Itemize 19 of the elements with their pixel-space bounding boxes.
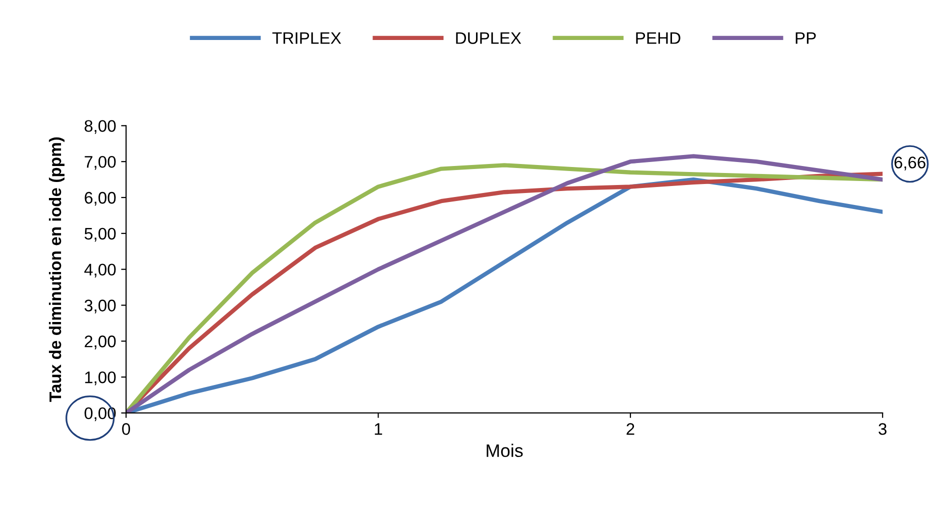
- annotation: 6,66: [894, 156, 926, 170]
- x-tick-label: 2: [626, 423, 634, 435]
- x-tick-label: 0: [122, 423, 130, 435]
- y-axis-title: Taux de diminution en iode (ppm): [48, 137, 64, 402]
- legend-label: DUPLEX: [456, 32, 522, 44]
- x-axis-title: Mois: [486, 444, 523, 458]
- y-tick-label: 3,00: [84, 300, 116, 314]
- y-tick-label: 5,00: [84, 228, 116, 242]
- y-tick-label: 1,00: [85, 371, 116, 386]
- y-tick-label: 6,00: [84, 192, 116, 206]
- y-tick-label: 2,00: [84, 336, 116, 350]
- legend-label: TRIPLEX: [272, 32, 342, 44]
- legend-label: PP: [796, 32, 816, 44]
- legend-label: PEHD: [636, 32, 680, 44]
- x-tick-label: 1: [374, 423, 382, 435]
- y-tick-label: 4,00: [84, 264, 116, 278]
- y-tick-label: 8,00: [84, 120, 116, 134]
- y-tick-label: 7,00: [84, 156, 116, 170]
- x-tick-label: 3: [878, 423, 886, 435]
